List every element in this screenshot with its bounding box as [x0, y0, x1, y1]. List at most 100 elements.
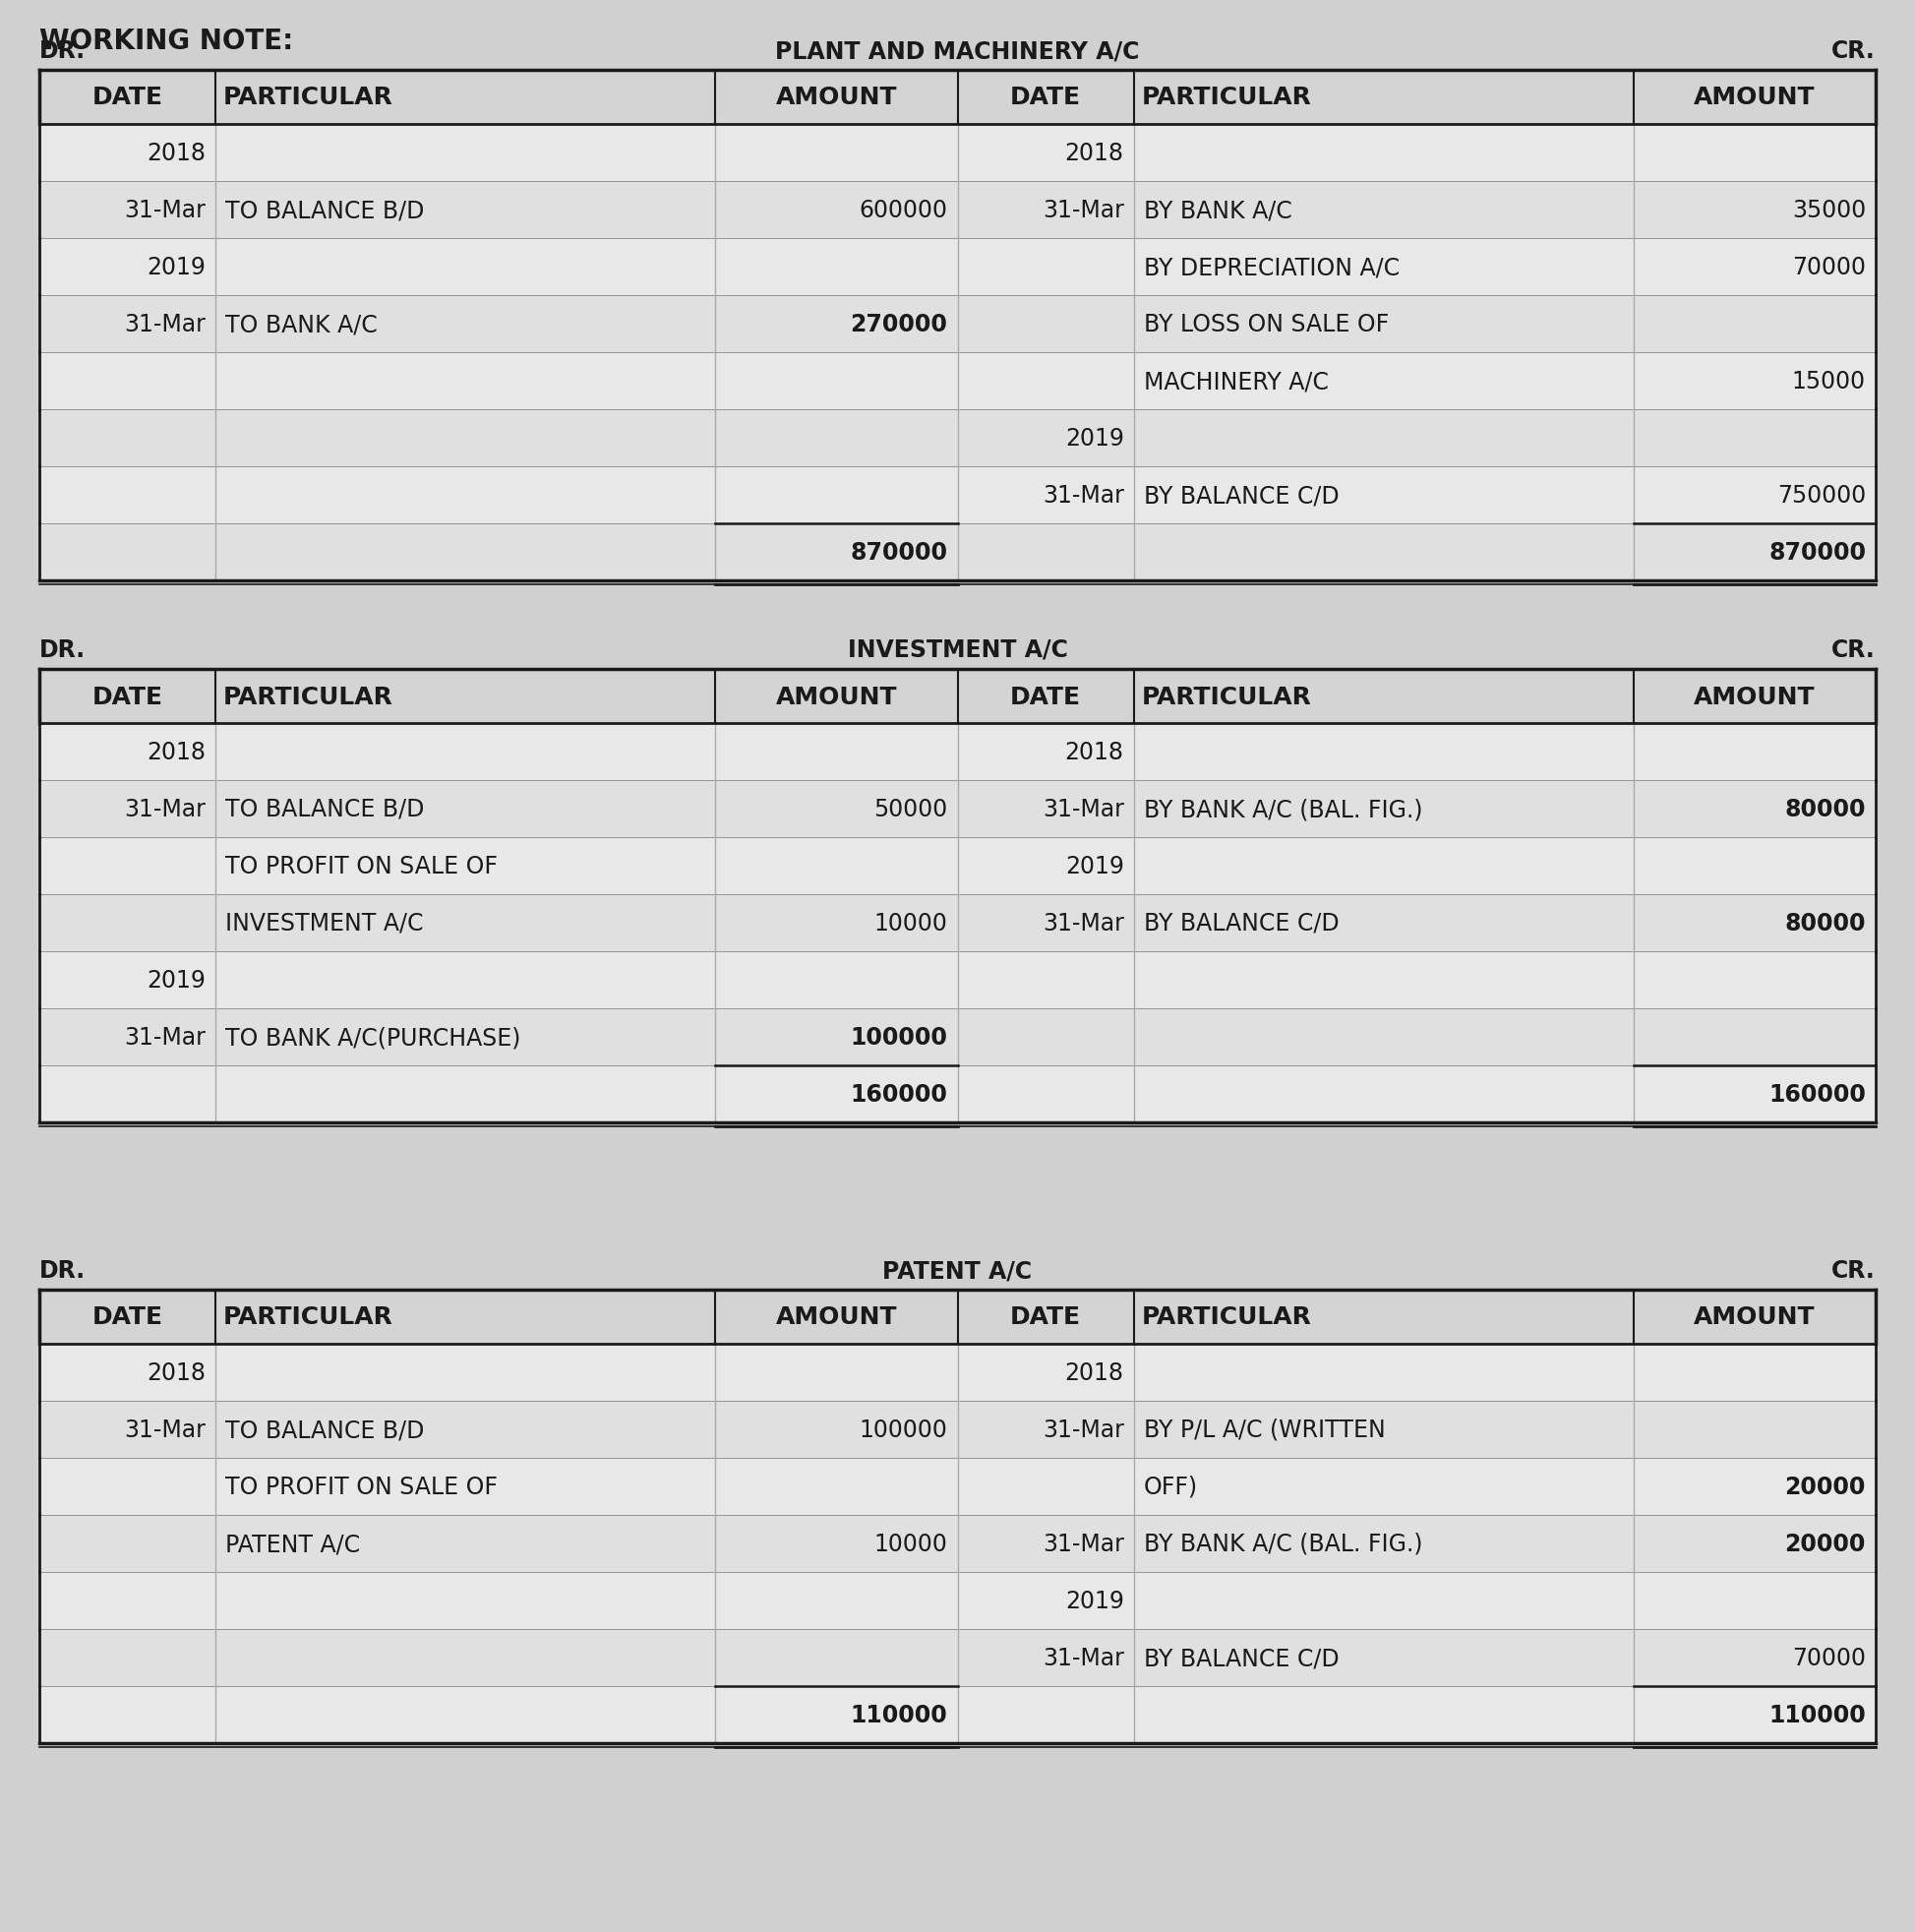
Text: 110000: 110000 — [850, 1702, 948, 1727]
Text: INVESTMENT A/C: INVESTMENT A/C — [848, 638, 1067, 661]
Text: 50000: 50000 — [873, 798, 948, 821]
Text: 80000: 80000 — [1785, 798, 1865, 821]
Text: 31-Mar: 31-Mar — [124, 313, 205, 336]
Bar — [40, 724, 1875, 781]
Text: 31-Mar: 31-Mar — [1042, 1532, 1124, 1555]
Text: PARTICULAR: PARTICULAR — [1141, 1306, 1312, 1329]
Text: BY DEPRECIATION A/C: BY DEPRECIATION A/C — [1143, 255, 1400, 280]
Text: AMOUNT: AMOUNT — [1693, 87, 1815, 110]
Bar — [40, 410, 1875, 468]
Bar — [40, 1459, 1875, 1515]
Text: 31-Mar: 31-Mar — [1042, 912, 1124, 935]
Bar — [40, 1573, 1875, 1629]
Text: 160000: 160000 — [1769, 1082, 1865, 1107]
Bar — [40, 1687, 1875, 1743]
Text: INVESTMENT A/C: INVESTMENT A/C — [226, 912, 423, 935]
Text: 2019: 2019 — [1065, 854, 1124, 877]
Text: AMOUNT: AMOUNT — [1693, 1306, 1815, 1329]
Text: PATENT A/C: PATENT A/C — [883, 1258, 1032, 1283]
Text: OFF): OFF) — [1143, 1474, 1199, 1499]
Bar — [40, 1401, 1875, 1459]
Text: 870000: 870000 — [850, 541, 948, 564]
Text: 2018: 2018 — [147, 141, 205, 164]
Text: DATE: DATE — [1011, 87, 1082, 110]
Text: 2018: 2018 — [1065, 141, 1124, 164]
Text: 600000: 600000 — [860, 199, 948, 222]
Text: TO BALANCE B/D: TO BALANCE B/D — [226, 798, 425, 821]
Text: DATE: DATE — [92, 87, 163, 110]
Bar — [40, 838, 1875, 895]
Text: TO PROFIT ON SALE OF: TO PROFIT ON SALE OF — [226, 1474, 498, 1499]
Text: PARTICULAR: PARTICULAR — [224, 1306, 393, 1329]
Text: TO BALANCE B/D: TO BALANCE B/D — [226, 199, 425, 222]
Bar — [40, 1009, 1875, 1066]
Text: BY BALANCE C/D: BY BALANCE C/D — [1143, 912, 1339, 935]
Text: BY P/L A/C (WRITTEN: BY P/L A/C (WRITTEN — [1143, 1418, 1385, 1441]
Text: BY BALANCE C/D: BY BALANCE C/D — [1143, 483, 1339, 508]
Bar — [40, 1066, 1875, 1122]
Text: MACHINERY A/C: MACHINERY A/C — [1143, 369, 1329, 394]
Bar — [40, 240, 1875, 296]
Text: 160000: 160000 — [850, 1082, 948, 1107]
Text: WORKING NOTE:: WORKING NOTE: — [40, 27, 293, 54]
Text: 70000: 70000 — [1792, 255, 1865, 280]
Text: 31-Mar: 31-Mar — [1042, 1418, 1124, 1441]
Text: AMOUNT: AMOUNT — [1693, 684, 1815, 709]
Text: AMOUNT: AMOUNT — [776, 1306, 896, 1329]
Text: 2019: 2019 — [147, 255, 205, 280]
Bar — [40, 895, 1875, 952]
Bar — [40, 126, 1875, 182]
Text: 31-Mar: 31-Mar — [124, 199, 205, 222]
Text: 2018: 2018 — [1065, 740, 1124, 763]
Text: DR.: DR. — [40, 39, 86, 64]
Text: 31-Mar: 31-Mar — [124, 1026, 205, 1049]
Text: 31-Mar: 31-Mar — [124, 798, 205, 821]
Text: TO BANK A/C(PURCHASE): TO BANK A/C(PURCHASE) — [226, 1026, 521, 1049]
Text: 10000: 10000 — [873, 912, 948, 935]
Text: 20000: 20000 — [1785, 1474, 1865, 1499]
Text: BY BANK A/C: BY BANK A/C — [1143, 199, 1293, 222]
Text: 870000: 870000 — [1768, 541, 1865, 564]
Text: DATE: DATE — [1011, 684, 1082, 709]
Text: 2018: 2018 — [1065, 1360, 1124, 1385]
Bar — [40, 952, 1875, 1009]
Text: 70000: 70000 — [1792, 1646, 1865, 1669]
Text: 35000: 35000 — [1792, 199, 1865, 222]
Text: BY BANK A/C (BAL. FIG.): BY BANK A/C (BAL. FIG.) — [1143, 1532, 1423, 1555]
Text: CR.: CR. — [1831, 1258, 1875, 1283]
Text: AMOUNT: AMOUNT — [776, 684, 896, 709]
Bar — [40, 354, 1875, 410]
Text: 31-Mar: 31-Mar — [1042, 1646, 1124, 1669]
Text: TO BALANCE B/D: TO BALANCE B/D — [226, 1418, 425, 1441]
Text: 20000: 20000 — [1785, 1532, 1865, 1555]
Text: AMOUNT: AMOUNT — [776, 87, 896, 110]
Text: 100000: 100000 — [850, 1026, 948, 1049]
Text: DR.: DR. — [40, 1258, 86, 1283]
Text: PATENT A/C: PATENT A/C — [226, 1532, 360, 1555]
Bar — [40, 296, 1875, 354]
Text: DR.: DR. — [40, 638, 86, 661]
Text: PARTICULAR: PARTICULAR — [224, 684, 393, 709]
Text: 31-Mar: 31-Mar — [124, 1418, 205, 1441]
Text: DATE: DATE — [92, 1306, 163, 1329]
Bar — [40, 1629, 1875, 1687]
Bar — [40, 1515, 1875, 1573]
Text: 270000: 270000 — [850, 313, 948, 336]
Text: 2019: 2019 — [1065, 1588, 1124, 1613]
Text: 2018: 2018 — [147, 1360, 205, 1385]
Bar — [40, 670, 1875, 724]
Text: PARTICULAR: PARTICULAR — [1141, 684, 1312, 709]
Bar — [40, 468, 1875, 524]
Bar — [40, 1291, 1875, 1345]
Text: TO PROFIT ON SALE OF: TO PROFIT ON SALE OF — [226, 854, 498, 877]
Bar — [40, 1345, 1875, 1401]
Text: 100000: 100000 — [860, 1418, 948, 1441]
Text: PARTICULAR: PARTICULAR — [1141, 87, 1312, 110]
Text: 2019: 2019 — [1065, 427, 1124, 450]
Text: BY BALANCE C/D: BY BALANCE C/D — [1143, 1646, 1339, 1669]
Text: 80000: 80000 — [1785, 912, 1865, 935]
Text: 2018: 2018 — [147, 740, 205, 763]
Text: TO BANK A/C: TO BANK A/C — [226, 313, 377, 336]
Bar — [40, 182, 1875, 240]
Text: 15000: 15000 — [1792, 369, 1865, 394]
